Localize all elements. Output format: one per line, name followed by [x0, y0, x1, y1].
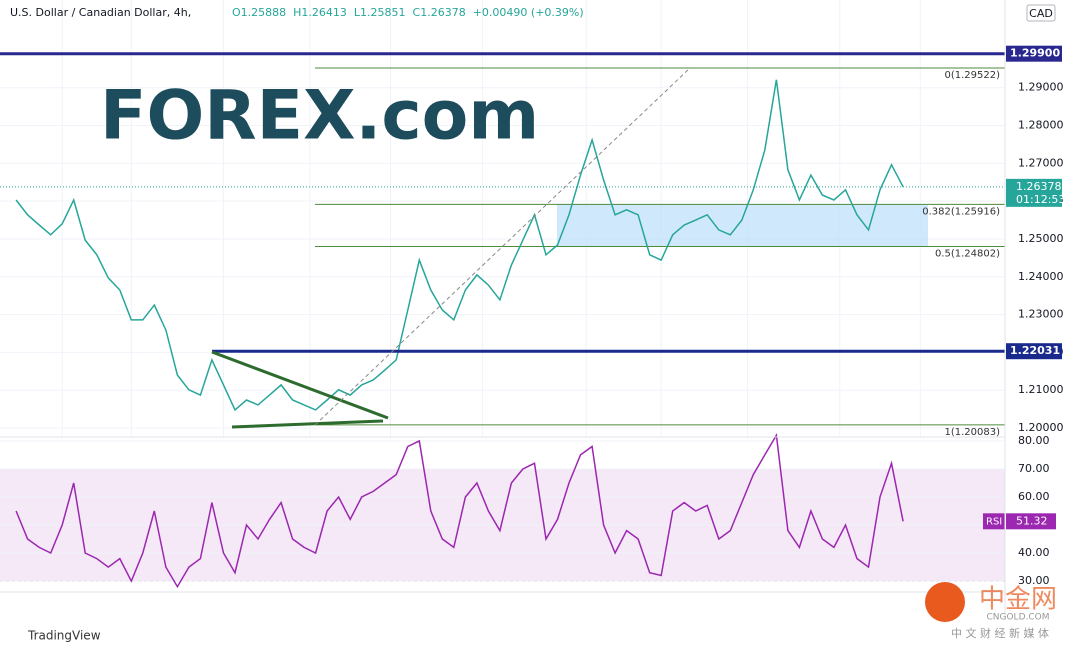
- ohlc-value: O1.25888: [232, 6, 286, 19]
- y-tick-label: 1.25000: [1018, 232, 1064, 245]
- rsi-value: 51.32: [1016, 514, 1048, 527]
- ohlc-value: +0.00490 (+0.39%): [473, 6, 584, 19]
- triangle-lower: [231, 419, 384, 429]
- y-tick-label: 1.29000: [1018, 81, 1064, 94]
- watermark-icon: [925, 582, 965, 622]
- y-tick-label: 1.20000: [1018, 421, 1064, 434]
- rsi-title-box: [983, 513, 1005, 530]
- plot: 1.200001.210001.220001.230001.240001.250…: [0, 0, 1065, 589]
- price-tag-label: 1.22031: [1010, 344, 1060, 357]
- rsi-title: RSI: [986, 516, 1002, 527]
- ohlc: O1.25888 H1.26413 L1.25851 C1.26378 +0.00490…: [232, 6, 584, 19]
- fib-zone: [557, 204, 928, 247]
- price-tag-label: 1.29900: [1010, 47, 1060, 60]
- y-tick-label: 30.00: [1018, 574, 1050, 587]
- currency: CAD: [1029, 7, 1053, 20]
- y-tick-label: 1.23000: [1018, 308, 1064, 321]
- y-tick-label: 1.21000: [1018, 383, 1064, 396]
- watermark: 中金网: [979, 585, 1057, 615]
- ohlc-value: L1.25851: [354, 6, 406, 19]
- last-price: 1.26378: [1016, 180, 1062, 193]
- y-tick-label: 60.00: [1018, 490, 1050, 503]
- logo: FOREX.com: [100, 77, 539, 156]
- fib-label: 0(1.29522): [944, 70, 1000, 81]
- watermark-site: CNGOLD.COM: [986, 613, 1049, 623]
- last-price-tag: [1006, 178, 1062, 207]
- platform: TradingView: [27, 629, 101, 643]
- y-tick-label: 40.00: [1018, 546, 1050, 559]
- y-tick-label: 1.24000: [1018, 270, 1064, 283]
- currency-box: [1026, 4, 1056, 22]
- price-tag: [1006, 343, 1062, 360]
- symbol-title: U.S. Dollar / Canadian Dollar, 4h,: [10, 6, 191, 19]
- countdown: 01:12:53: [1016, 193, 1065, 206]
- triangle-upper: [211, 350, 389, 420]
- trend-line: [314, 67, 691, 426]
- fib-label: 0.382(1.25916): [922, 206, 1000, 217]
- watermark-tagline: 中 文 财 经 新 媒 体: [951, 626, 1049, 640]
- rsi-line: [15, 433, 904, 589]
- ohlc-value: C1.26378: [413, 6, 466, 19]
- ohlc-value: H1.26413: [293, 6, 347, 19]
- rsi-value-tag: [1006, 513, 1056, 530]
- price-line: [15, 79, 904, 412]
- fib-label: 1(1.20083): [944, 427, 1000, 438]
- y-tick-label: 1.28000: [1018, 119, 1064, 132]
- fib-label: 0.5(1.24802): [935, 248, 1000, 259]
- y-tick-label: 80.00: [1018, 434, 1050, 447]
- y-tick-label: 70.00: [1018, 462, 1050, 475]
- y-tick-label: 1.27000: [1018, 156, 1064, 169]
- price-tag: [1006, 45, 1062, 62]
